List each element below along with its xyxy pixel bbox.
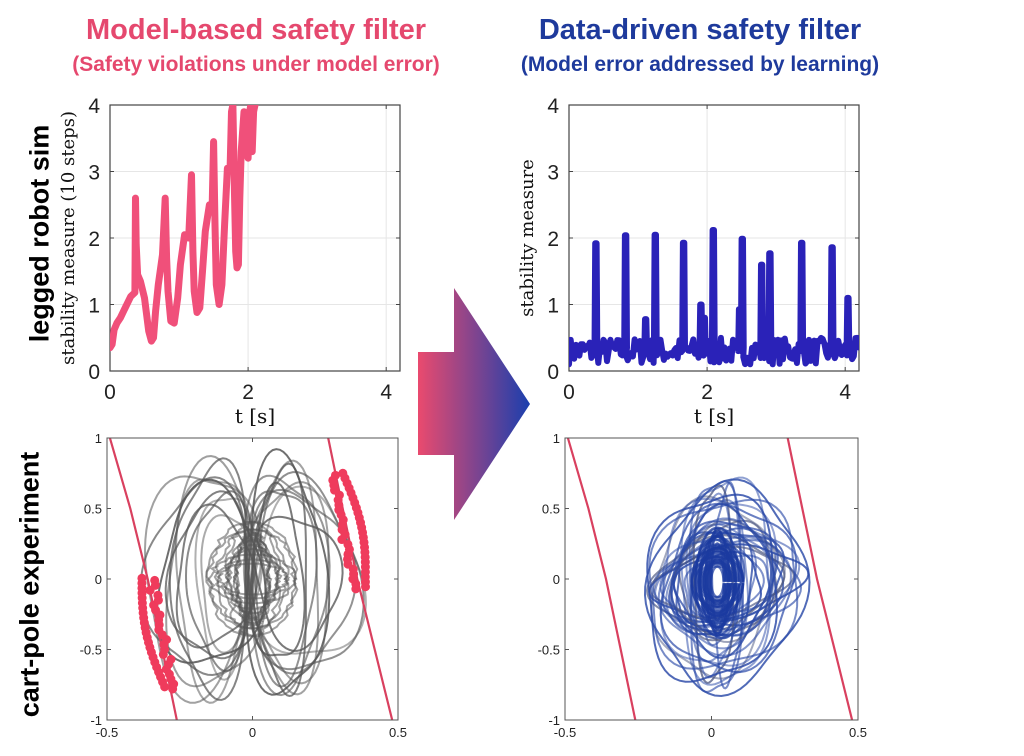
violation-marker — [166, 654, 176, 664]
trajectory-orbit — [175, 478, 254, 704]
data-driven-subtitle: (Model error addressed by learning) — [520, 53, 880, 76]
trajectory-orbit — [245, 448, 331, 696]
y-tick-label: 1 — [553, 431, 560, 446]
trajectory-orbit — [646, 493, 779, 683]
y-axis-label: stability measure (10 steps) — [58, 111, 79, 365]
y-tick-label: 2 — [88, 228, 100, 251]
y-tick-label: 1 — [88, 295, 100, 318]
y-tick-label: 3 — [547, 162, 559, 185]
trajectory-core — [215, 562, 291, 596]
violation-marker — [343, 539, 353, 549]
trajectory-orbit — [678, 519, 778, 642]
y-tick-label: -1 — [90, 713, 102, 728]
x-tick-label: 0.5 — [389, 725, 407, 740]
x-tick-label: 4 — [839, 381, 851, 404]
y-tick-label: 3 — [88, 162, 100, 185]
violation-marker — [137, 573, 147, 583]
trajectory-core — [690, 543, 745, 621]
trajectory-group — [643, 476, 811, 698]
x-axis-label: t [s] — [694, 404, 734, 428]
trajectory-orbit — [661, 536, 774, 625]
x-axis-label: t [s] — [235, 404, 275, 428]
model-based-title-block: Model-based safety filter (Safety violat… — [0, 14, 512, 77]
trajectory-core — [205, 520, 299, 638]
violation-marker — [153, 590, 163, 600]
model-based-title: Model-based safety filter — [85, 14, 427, 46]
x-tick-label: 4 — [380, 381, 392, 404]
trajectory-orbit — [200, 514, 263, 654]
trajectory-orbit — [675, 531, 754, 637]
y-tick-label: 2 — [547, 228, 559, 251]
chart-cartpole-model-based: -0.5 0 0.5-1-0.500.51 — [80, 431, 407, 740]
x-tick-label: 0 — [563, 381, 575, 404]
trajectory-core — [701, 560, 734, 603]
series-line-data-driven — [569, 227, 859, 368]
x-tick-label: 2 — [242, 381, 254, 404]
trajectory-core — [214, 558, 290, 600]
y-tick-label: -0.5 — [538, 643, 560, 658]
trajectory-orbit — [654, 522, 801, 637]
x-tick-label: -0.5 — [554, 725, 576, 740]
y-tick-label: 1 — [95, 431, 102, 446]
x-tick-label: -0.5 — [96, 725, 118, 740]
trajectory-core — [694, 526, 741, 638]
trajectory-group — [139, 448, 367, 704]
y-axis-label: stability measure — [517, 159, 538, 317]
series-line-model-based — [110, 105, 259, 352]
y-tick-label: -1 — [548, 713, 560, 728]
y-tick-label: 4 — [547, 95, 559, 118]
trajectory-orbit — [242, 481, 330, 685]
trajectory-orbit — [683, 554, 771, 618]
x-tick-label: 0 — [708, 725, 715, 740]
trajectory-core — [702, 549, 732, 615]
chart-legged-data-driven: 0 2 4 0 1 2 3 4 t [s] stability measure — [517, 95, 860, 428]
safety-boundary-right — [786, 438, 854, 720]
x-tick-label: 0.5 — [849, 725, 867, 740]
y-tick-label: 1 — [547, 295, 559, 318]
trajectory-core — [205, 528, 299, 630]
trajectory-orbit — [643, 478, 811, 698]
trajectory-orbit — [244, 459, 320, 696]
y-tick-label: 4 — [88, 95, 100, 118]
violation-marker — [338, 468, 348, 478]
trajectory-orbit — [250, 471, 365, 671]
chart-legged-model-based: 0 2 4 0 1 2 3 4 t [s] stability measure (10 steps… — [58, 95, 401, 428]
y-tick-label: 0 — [553, 572, 560, 587]
trajectory-core — [696, 547, 738, 617]
trajectory-core — [232, 530, 273, 628]
x-tick-label: 0 — [104, 381, 116, 404]
gradient-right-arrow-icon — [418, 288, 530, 520]
trajectory-orbit — [165, 454, 268, 688]
violation-marker — [330, 470, 340, 480]
data-driven-title-block: Data-driven safety filter (Model error a… — [470, 14, 930, 77]
violation-marker — [150, 575, 160, 585]
safety-boundary-right — [327, 438, 394, 720]
y-tick-label: 0 — [88, 361, 100, 384]
chart-cartpole-data-driven: -0.5 0 0.5-1-0.500.51 — [538, 431, 867, 740]
y-tick-label: 0.5 — [84, 502, 102, 517]
trajectory-orbit — [670, 503, 773, 659]
trajectory-orbit — [156, 478, 267, 664]
y-tick-label: -0.5 — [80, 643, 102, 658]
trajectory-core — [233, 537, 272, 622]
x-tick-label: 0 — [249, 725, 256, 740]
trajectory-orbit — [648, 545, 795, 620]
model-based-subtitle: (Safety violations under model error) — [72, 53, 440, 76]
trajectory-core — [213, 528, 290, 630]
x-tick-label: 2 — [701, 381, 713, 404]
y-tick-label: 0.5 — [542, 502, 560, 517]
safety-boundary-left — [566, 438, 637, 720]
trajectory-orbit — [657, 517, 792, 657]
trajectory-orbit — [680, 476, 772, 686]
y-tick-label: 0 — [95, 572, 102, 587]
y-tick-label: 0 — [547, 361, 559, 384]
data-driven-title: Data-driven safety filter — [538, 14, 862, 46]
